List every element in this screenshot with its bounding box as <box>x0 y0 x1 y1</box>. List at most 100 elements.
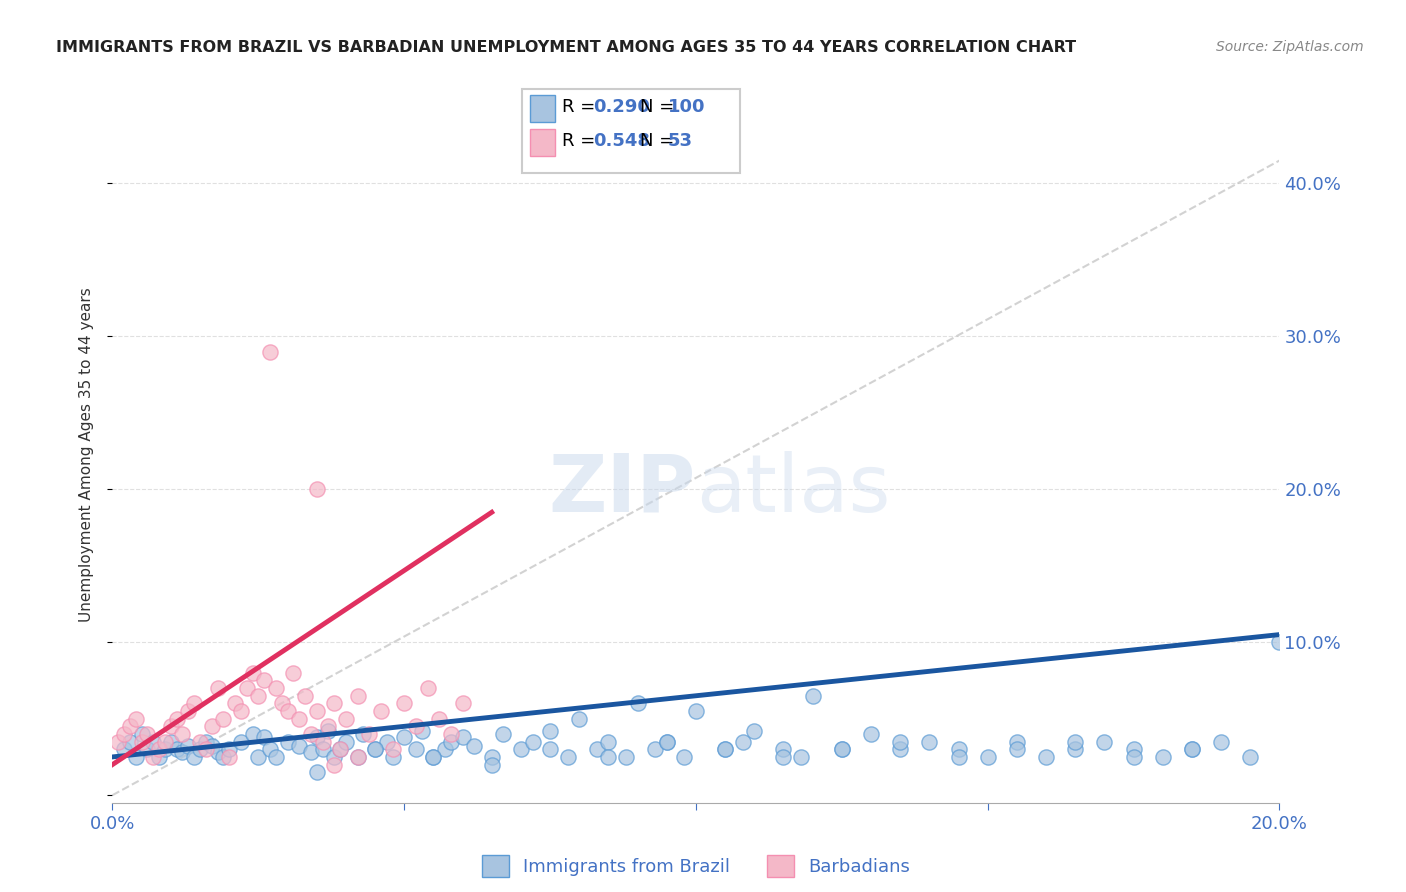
Point <box>859 727 883 741</box>
Text: 0.290: 0.290 <box>593 98 650 116</box>
Point <box>831 742 853 756</box>
Point <box>557 750 579 764</box>
Point <box>218 750 240 764</box>
Point <box>188 742 211 756</box>
Point <box>160 734 183 748</box>
Point <box>1239 750 1261 764</box>
Text: R =: R = <box>562 132 602 150</box>
Point <box>131 734 153 748</box>
Point <box>318 719 340 733</box>
Point <box>142 734 165 748</box>
Point <box>142 750 165 764</box>
Point <box>218 742 240 756</box>
Point <box>136 742 159 756</box>
Point <box>685 704 707 718</box>
Point <box>253 730 276 744</box>
Point <box>136 727 159 741</box>
Point <box>1181 742 1204 756</box>
Point <box>212 712 235 726</box>
Point <box>509 742 531 756</box>
Point <box>1064 742 1087 756</box>
Point <box>889 734 911 748</box>
Point <box>416 681 439 695</box>
Point <box>440 734 463 748</box>
Point <box>1122 742 1144 756</box>
Point <box>242 727 264 741</box>
Point <box>731 734 754 748</box>
Point <box>107 734 129 748</box>
Point <box>112 727 135 741</box>
Point <box>492 727 515 741</box>
Point <box>434 742 457 756</box>
Text: 0.548: 0.548 <box>593 132 651 150</box>
Point <box>918 734 941 748</box>
Point <box>392 697 416 711</box>
Point <box>1064 734 1087 748</box>
Point <box>305 730 328 744</box>
Point <box>118 719 141 733</box>
Point <box>626 697 648 711</box>
Point <box>1092 734 1115 748</box>
Point <box>585 742 607 756</box>
Point <box>801 689 824 703</box>
Point <box>329 742 352 756</box>
Text: IMMIGRANTS FROM BRAZIL VS BARBADIAN UNEMPLOYMENT AMONG AGES 35 TO 44 YEARS CORRE: IMMIGRANTS FROM BRAZIL VS BARBADIAN UNEM… <box>56 40 1077 55</box>
Point <box>194 734 217 748</box>
Point <box>481 750 503 764</box>
Point <box>259 742 281 756</box>
Point <box>177 739 200 754</box>
Point <box>311 734 333 748</box>
Point <box>148 750 170 764</box>
Point <box>125 712 148 726</box>
Point <box>212 750 235 764</box>
Point <box>1035 750 1057 764</box>
Point <box>283 665 305 680</box>
Point <box>1005 734 1028 748</box>
Legend: Immigrants from Brazil, Barbadians: Immigrants from Brazil, Barbadians <box>475 847 917 884</box>
Point <box>370 704 392 718</box>
Point <box>451 697 474 711</box>
Point <box>201 719 224 733</box>
Point <box>153 742 176 756</box>
Point <box>253 673 276 688</box>
Point <box>568 712 591 726</box>
Point <box>311 742 333 756</box>
Point <box>598 750 620 764</box>
Point <box>463 739 485 754</box>
Point <box>318 723 340 738</box>
Point <box>305 765 328 780</box>
Point <box>644 742 666 756</box>
Point <box>364 742 387 756</box>
Point <box>405 719 427 733</box>
Point <box>148 742 170 756</box>
Point <box>160 719 183 733</box>
Point <box>375 734 398 748</box>
Point <box>1005 742 1028 756</box>
Point <box>270 697 292 711</box>
Point <box>259 344 281 359</box>
Point <box>405 742 427 756</box>
Point <box>118 734 141 748</box>
Point <box>948 750 970 764</box>
Point <box>1122 750 1144 764</box>
Point <box>177 704 200 718</box>
Point <box>247 689 270 703</box>
Point <box>188 734 211 748</box>
Text: 53: 53 <box>668 132 693 150</box>
Point <box>352 727 374 741</box>
Point <box>538 723 561 738</box>
Point <box>294 689 316 703</box>
Text: N =: N = <box>640 98 679 116</box>
Point <box>381 742 404 756</box>
Point <box>172 727 194 741</box>
Point <box>264 750 287 764</box>
Text: 100: 100 <box>668 98 706 116</box>
Point <box>323 697 346 711</box>
Point <box>299 745 322 759</box>
Point <box>235 681 257 695</box>
Point <box>714 742 737 756</box>
Point <box>451 730 474 744</box>
Point <box>655 734 678 748</box>
Point <box>194 742 217 756</box>
Point <box>183 750 205 764</box>
